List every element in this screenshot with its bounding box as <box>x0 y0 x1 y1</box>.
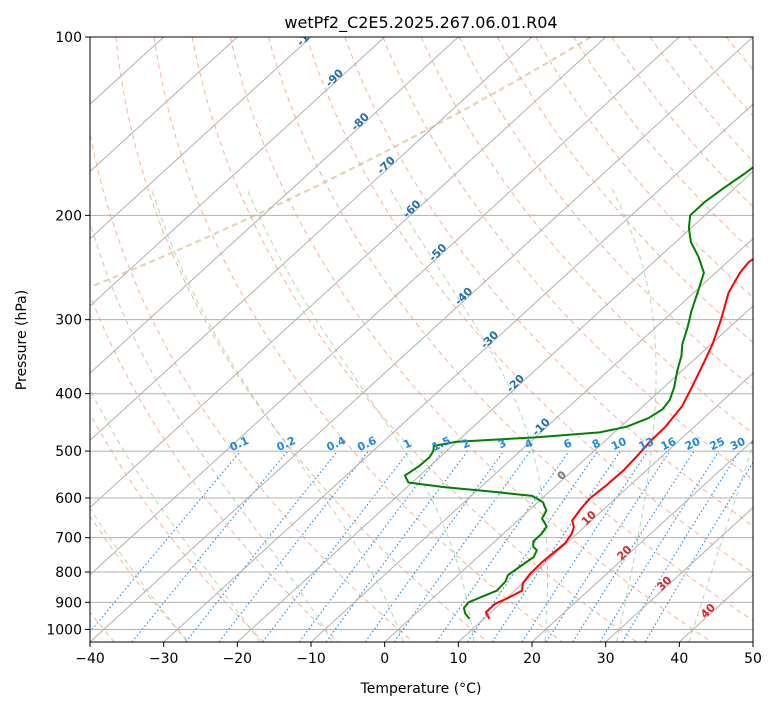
mixing-ratio-line <box>298 450 444 642</box>
axes-frame <box>89 36 754 643</box>
y-tick-label: 800 <box>55 565 82 581</box>
isotherm-line <box>384 305 753 642</box>
sounding-series <box>403 166 753 620</box>
x-tick-label: −10 <box>296 651 326 667</box>
y-tick-label: 600 <box>55 491 82 507</box>
axis-ticks: −40 −30 −20 −10 0 10 20 30 40 50 100 200 300 400 500 60… <box>46 30 762 667</box>
mixing-ratio-line <box>435 450 570 642</box>
chart-title: wetPf2_C2E5.2025.267.06.01.R04 <box>284 13 557 33</box>
isotherm-line <box>310 237 753 642</box>
dry-adiabat-line <box>90 131 414 642</box>
mixing-ratio-line <box>491 450 621 642</box>
dry-adiabat-line <box>535 37 753 298</box>
y-tick-label: 300 <box>55 313 82 329</box>
isotherm-line <box>90 37 459 374</box>
dry-adiabat-line <box>306 37 753 574</box>
x-tick-label: 20 <box>523 651 541 667</box>
mixing-ratio-line <box>90 450 242 633</box>
x-tick-label: −30 <box>149 651 179 667</box>
x-tick-label: 40 <box>670 651 688 667</box>
moist-adiabat-line <box>90 507 188 642</box>
y-tick-label: 400 <box>55 387 82 403</box>
moist-adiabat-line <box>688 443 753 642</box>
dewpoint-line <box>403 166 753 620</box>
isotherm-line <box>90 37 533 442</box>
mixing-ratio-line <box>185 450 339 642</box>
x-tick-label: −20 <box>223 651 253 667</box>
mixing-ratio-label: 13 <box>637 435 656 453</box>
x-axis-label: Temperature (°C) <box>360 681 482 697</box>
mixing-ratio-line <box>131 450 289 642</box>
mixing-ratio-line <box>364 450 505 642</box>
dry-adiabat-line <box>344 37 753 527</box>
moist-adiabat-line <box>90 388 261 642</box>
isotherm-line <box>457 372 753 642</box>
dry-adiabat-line <box>649 37 753 163</box>
dry-adiabat-line <box>765 37 775 642</box>
isotherm-line <box>90 37 312 240</box>
isobar-grid <box>90 37 753 630</box>
dry-adiabat-line <box>382 37 753 481</box>
mixing-ratio-line <box>325 450 468 642</box>
isotherm-label: -100 <box>294 20 323 49</box>
mixing-ratio-line <box>572 450 695 642</box>
x-tick-label: 0 <box>380 651 389 667</box>
dry-adiabat-line <box>496 37 753 344</box>
moist-adiabat-line <box>150 188 404 642</box>
dry-adiabat-line <box>153 37 563 642</box>
dry-adiabat-line <box>90 515 190 642</box>
temperature-line <box>484 257 753 620</box>
mixing-ratio-label: 10 <box>609 435 629 453</box>
y-tick-label: 1000 <box>46 622 82 638</box>
moist-adiabat-line <box>611 187 657 642</box>
mixing-ratio-line <box>521 450 649 642</box>
moist-adiabat-line <box>90 220 333 642</box>
y-tick-label: 900 <box>55 595 82 611</box>
mixing-ratio-label: 36 <box>749 435 769 453</box>
x-tick-label: 30 <box>597 651 615 667</box>
x-tick-label: 10 <box>449 651 467 667</box>
isotherm-grid <box>90 37 753 642</box>
mixing-ratio-label: 16 <box>659 435 679 453</box>
isotherm-line <box>90 37 680 576</box>
x-tick-label: 50 <box>744 651 762 667</box>
dry-adiabat-line <box>229 37 712 642</box>
y-tick-label: 700 <box>55 531 82 547</box>
dry-adiabat-line <box>191 37 638 642</box>
dry-adiabat-line <box>115 37 488 642</box>
dry-adiabat-line <box>611 37 753 208</box>
mixing-ratio-line <box>621 450 740 642</box>
plot-contents: -100-90-80-70-60-50-40-30-20-10010203040… <box>90 20 775 642</box>
y-tick-label: 200 <box>55 208 82 224</box>
mixing-ratio-line <box>467 450 599 642</box>
isotherm-line <box>90 37 386 307</box>
mixing-ratio-line <box>545 450 671 642</box>
isotherm-line <box>90 37 607 509</box>
isotherm-line <box>90 37 238 173</box>
isotherm-line <box>752 641 753 642</box>
dry-adiabat-line <box>268 37 753 622</box>
y-axis-label: Pressure (hPa) <box>14 290 30 390</box>
dry-adiabat-line <box>90 412 264 642</box>
y-tick-label: 100 <box>55 30 82 46</box>
isotherm-line <box>90 37 753 642</box>
isotherm-line <box>531 439 753 642</box>
isotherm-line <box>605 506 753 642</box>
x-tick-label: −40 <box>75 651 105 667</box>
dashed-edge-curve <box>90 37 592 289</box>
mixing-ratio-line <box>262 450 410 642</box>
dry-adiabats <box>90 37 775 642</box>
isotherm-line <box>236 170 753 642</box>
mixing-ratio-label: 25 <box>708 435 727 453</box>
mixing-ratio-label: 20 <box>683 435 703 453</box>
isotherm-line <box>163 103 753 642</box>
y-tick-label: 500 <box>55 444 82 460</box>
mixing-ratio-label: 30 <box>728 435 748 453</box>
